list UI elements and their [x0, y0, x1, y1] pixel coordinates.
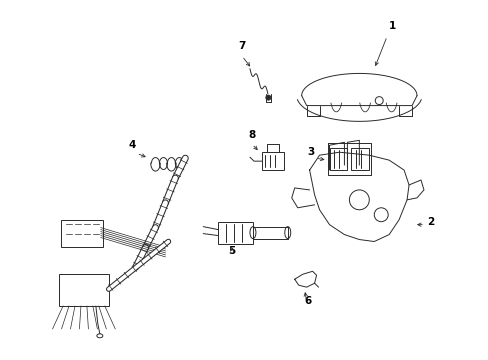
Text: 6: 6 [304, 296, 311, 306]
Bar [59, 274, 108, 306]
Text: 1: 1 [388, 21, 396, 31]
Text: 3: 3 [307, 147, 314, 157]
Text: 5: 5 [227, 247, 235, 256]
Bar [351, 148, 368, 170]
Text: 7: 7 [238, 41, 245, 51]
Bar [61, 220, 102, 247]
Bar [329, 148, 346, 170]
Text: 4: 4 [128, 140, 136, 150]
Circle shape [265, 95, 270, 100]
Bar [218, 222, 252, 243]
Bar [262, 152, 283, 170]
Text: 8: 8 [247, 130, 255, 140]
Text: 2: 2 [426, 217, 433, 227]
